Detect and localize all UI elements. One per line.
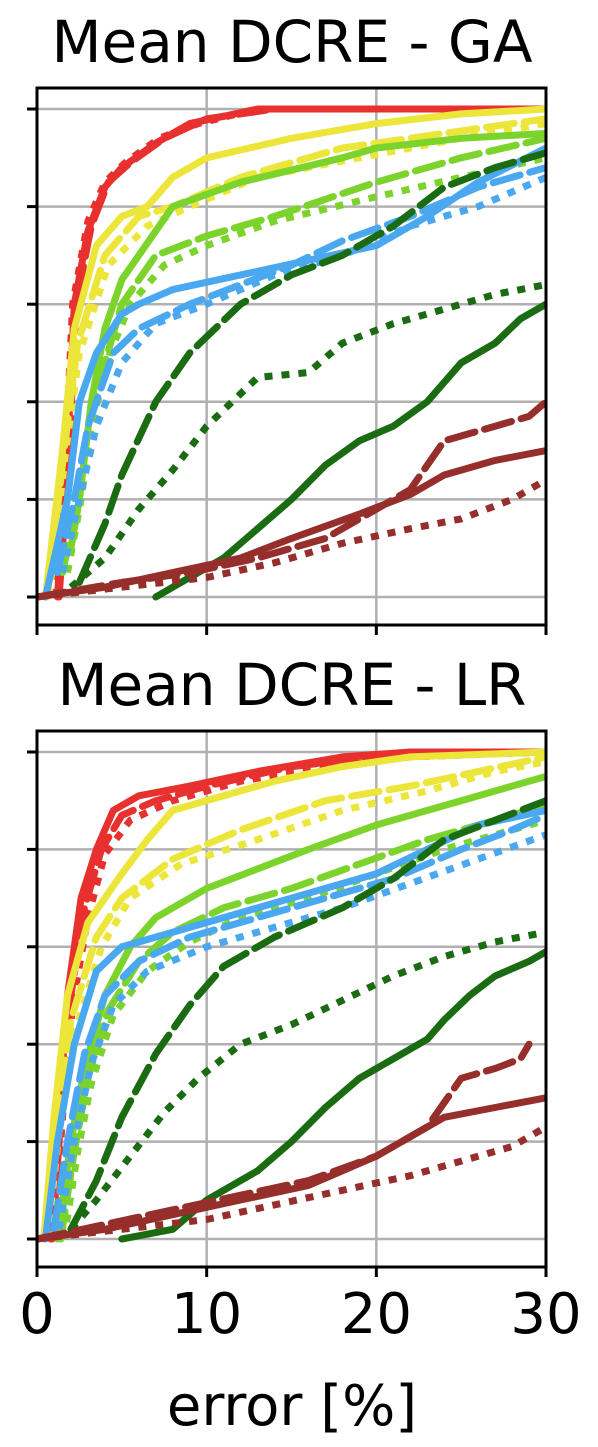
chart-title: Mean DCRE - GA — [52, 8, 533, 76]
x-tick-label: 0 — [19, 1282, 55, 1347]
series-line-13 — [67, 797, 546, 1233]
series-line-7 — [57, 802, 546, 1243]
series-line-5 — [45, 120, 546, 598]
series-line-9 — [42, 144, 546, 601]
x-axis-label: error [%] — [167, 1374, 417, 1439]
plot-frame — [35, 86, 548, 627]
series-line-4 — [42, 753, 546, 1243]
chart-panel-ga: Mean DCRE - GA — [27, 8, 548, 635]
series-line-17 — [37, 1123, 546, 1243]
series-line-12 — [152, 300, 546, 601]
series-line-11 — [59, 174, 546, 574]
series-line-10 — [53, 164, 546, 577]
series-line-15 — [37, 447, 546, 601]
series-line-3 — [42, 105, 546, 601]
x-tick-label: 20 — [341, 1282, 412, 1347]
series-line-17 — [37, 476, 546, 601]
x-tick-label: 30 — [510, 1282, 581, 1347]
series-line-14 — [68, 928, 546, 1232]
chart-title: Mean DCRE - LR — [58, 651, 527, 719]
series-line-14 — [68, 281, 546, 590]
series-line-16 — [37, 398, 546, 601]
series-line-2 — [52, 105, 546, 598]
series-line-11 — [55, 831, 546, 1230]
x-tick-label: 10 — [171, 1282, 242, 1347]
series-line-8 — [60, 816, 546, 1240]
series-line-4 — [43, 115, 546, 601]
series-line-15 — [37, 1094, 546, 1243]
series-line-16 — [37, 1040, 533, 1243]
series-line-10 — [50, 811, 546, 1233]
plot-frame — [35, 729, 548, 1269]
series-line-13 — [75, 149, 546, 586]
series-line-3 — [40, 748, 546, 1243]
series-line-12 — [118, 948, 546, 1243]
series-line-6 — [53, 772, 546, 1243]
chart-panel-lr: Mean DCRE - LR 0 10 20 30 — [19, 651, 581, 1347]
